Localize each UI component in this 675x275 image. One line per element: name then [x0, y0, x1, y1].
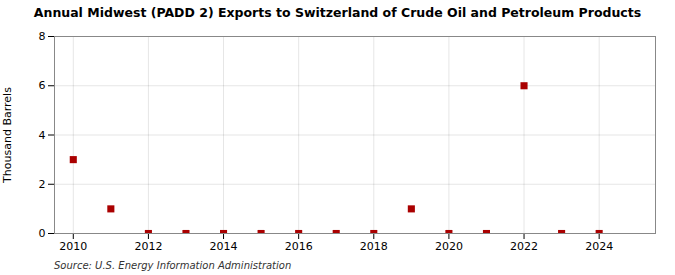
svg-text:2016: 2016 — [285, 240, 313, 253]
html-text:Source: U.S. Energy Informatio: Source: U.S. Energy Information Administ… — [54, 260, 292, 271]
svg-text:Thousand Barrels: Thousand Barrels — [1, 87, 14, 184]
svg-text:2010: 2010 — [59, 240, 87, 253]
svg-text:8: 8 — [39, 30, 46, 43]
svg-text:6: 6 — [39, 79, 46, 92]
html-text:Annual Midwest (PADD 2) Export: Annual Midwest (PADD 2) Exports to Switz… — [33, 5, 642, 20]
svg-text:4: 4 — [39, 129, 46, 142]
svg-text:2018: 2018 — [360, 240, 388, 253]
svg-text:2: 2 — [39, 178, 46, 191]
svg-text:0: 0 — [39, 227, 46, 240]
svg-text:2024: 2024 — [585, 240, 613, 253]
svg-text:2020: 2020 — [435, 240, 463, 253]
svg-text:2022: 2022 — [510, 240, 538, 253]
svg-text:2014: 2014 — [210, 240, 238, 253]
svg-text:2012: 2012 — [134, 240, 162, 253]
